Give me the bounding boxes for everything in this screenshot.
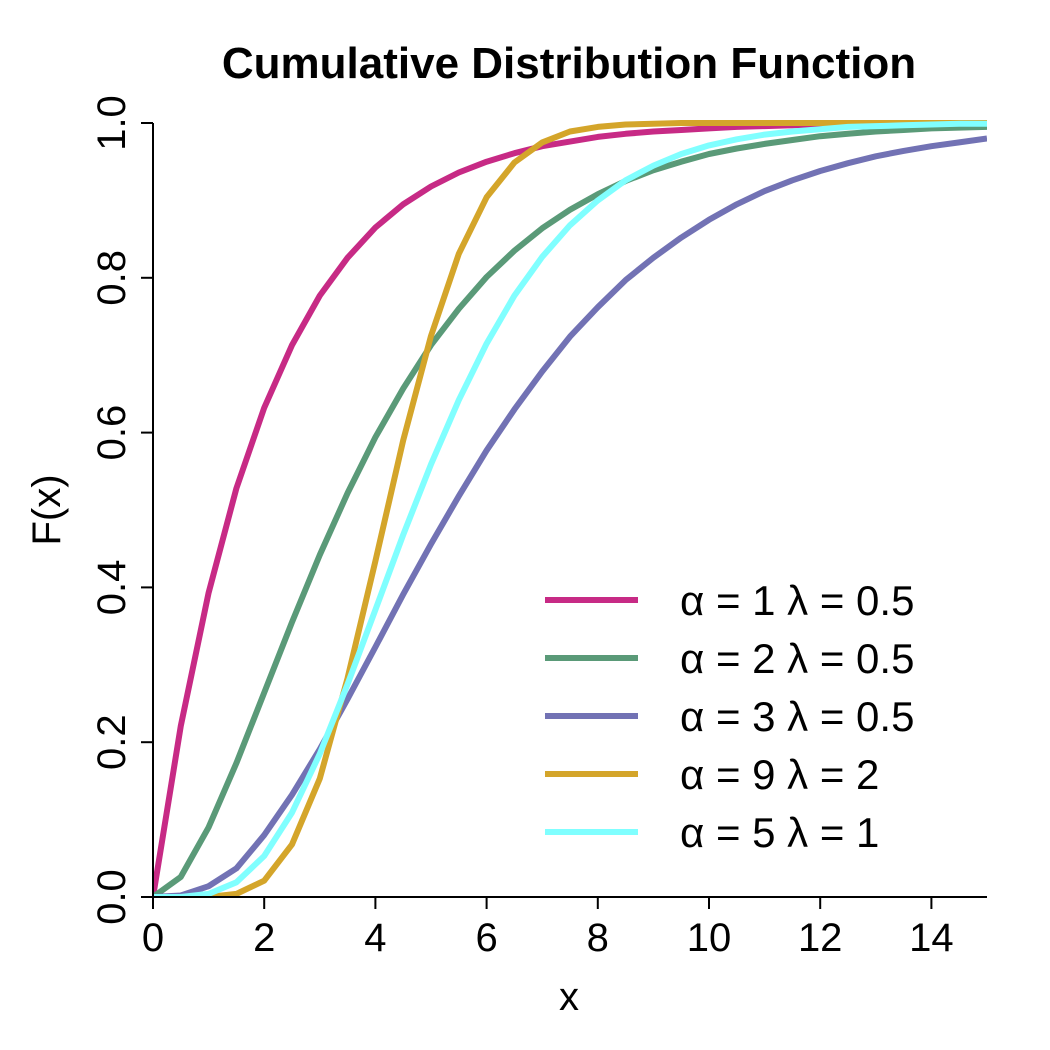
series-line-2 bbox=[153, 123, 987, 897]
y-tick-label: 0.4 bbox=[90, 560, 134, 616]
y-tick-label: 0.0 bbox=[90, 869, 134, 925]
x-tick-label: 2 bbox=[253, 916, 275, 960]
series-line-5 bbox=[153, 120, 987, 897]
x-tick-label: 4 bbox=[364, 916, 386, 960]
x-tick-label: 14 bbox=[909, 916, 954, 960]
legend-label-4: α = 9 λ = 2 bbox=[680, 751, 879, 798]
legend-label-2: α = 2 λ = 0.5 bbox=[680, 635, 914, 682]
x-tick-label: 8 bbox=[587, 916, 609, 960]
x-tick-label: 0 bbox=[142, 916, 164, 960]
y-tick-label: 0.8 bbox=[90, 250, 134, 306]
x-tick-label: 12 bbox=[798, 916, 843, 960]
series-line-4 bbox=[153, 120, 987, 897]
x-tick-label: 10 bbox=[687, 916, 732, 960]
chart-title: Cumulative Distribution Function bbox=[222, 39, 916, 88]
plot-area bbox=[153, 120, 987, 897]
y-axis-label: F(x) bbox=[25, 474, 69, 545]
y-tick-label: 0.6 bbox=[90, 405, 134, 461]
series-line-3 bbox=[153, 135, 987, 897]
legend-label-5: α = 5 λ = 1 bbox=[680, 809, 879, 856]
legend-label-1: α = 1 λ = 0.5 bbox=[680, 577, 914, 624]
x-axis-label: x bbox=[559, 975, 579, 1019]
x-tick-label: 6 bbox=[475, 916, 497, 960]
axes: 0 2 4 6 8 10 12 14 0.0 0.2 0.4 0.6 0.8 1.0 bbox=[90, 95, 987, 960]
legend: α = 1 λ = 0.5 α = 2 λ = 0.5 α = 3 λ = 0.5 α… bbox=[545, 577, 914, 856]
y-tick-label: 1.0 bbox=[90, 95, 134, 151]
y-tick-label: 0.2 bbox=[90, 714, 134, 770]
legend-label-3: α = 3 λ = 0.5 bbox=[680, 693, 914, 740]
